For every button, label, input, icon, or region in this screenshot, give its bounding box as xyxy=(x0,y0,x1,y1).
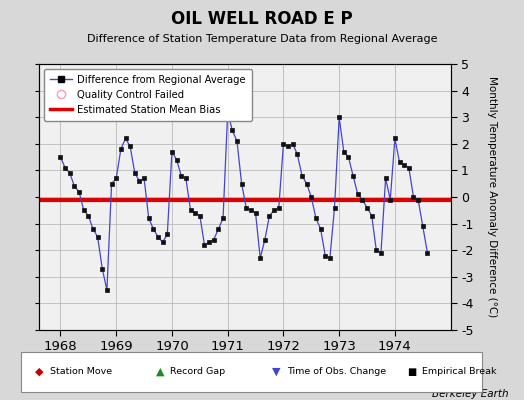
Text: Record Gap: Record Gap xyxy=(170,368,225,376)
Text: Empirical Break: Empirical Break xyxy=(422,368,496,376)
Text: ■: ■ xyxy=(407,367,416,377)
Text: ▲: ▲ xyxy=(156,367,164,377)
Text: ▼: ▼ xyxy=(272,367,281,377)
Text: ◆: ◆ xyxy=(35,367,43,377)
Text: Time of Obs. Change: Time of Obs. Change xyxy=(287,368,386,376)
Text: OIL WELL ROAD E P: OIL WELL ROAD E P xyxy=(171,10,353,28)
Legend: Difference from Regional Average, Quality Control Failed, Estimated Station Mean: Difference from Regional Average, Qualit… xyxy=(45,69,252,121)
Y-axis label: Monthly Temperature Anomaly Difference (°C): Monthly Temperature Anomaly Difference (… xyxy=(487,76,497,318)
Text: Berkeley Earth: Berkeley Earth xyxy=(432,389,508,399)
Text: Difference of Station Temperature Data from Regional Average: Difference of Station Temperature Data f… xyxy=(87,34,437,44)
Text: Station Move: Station Move xyxy=(50,368,112,376)
